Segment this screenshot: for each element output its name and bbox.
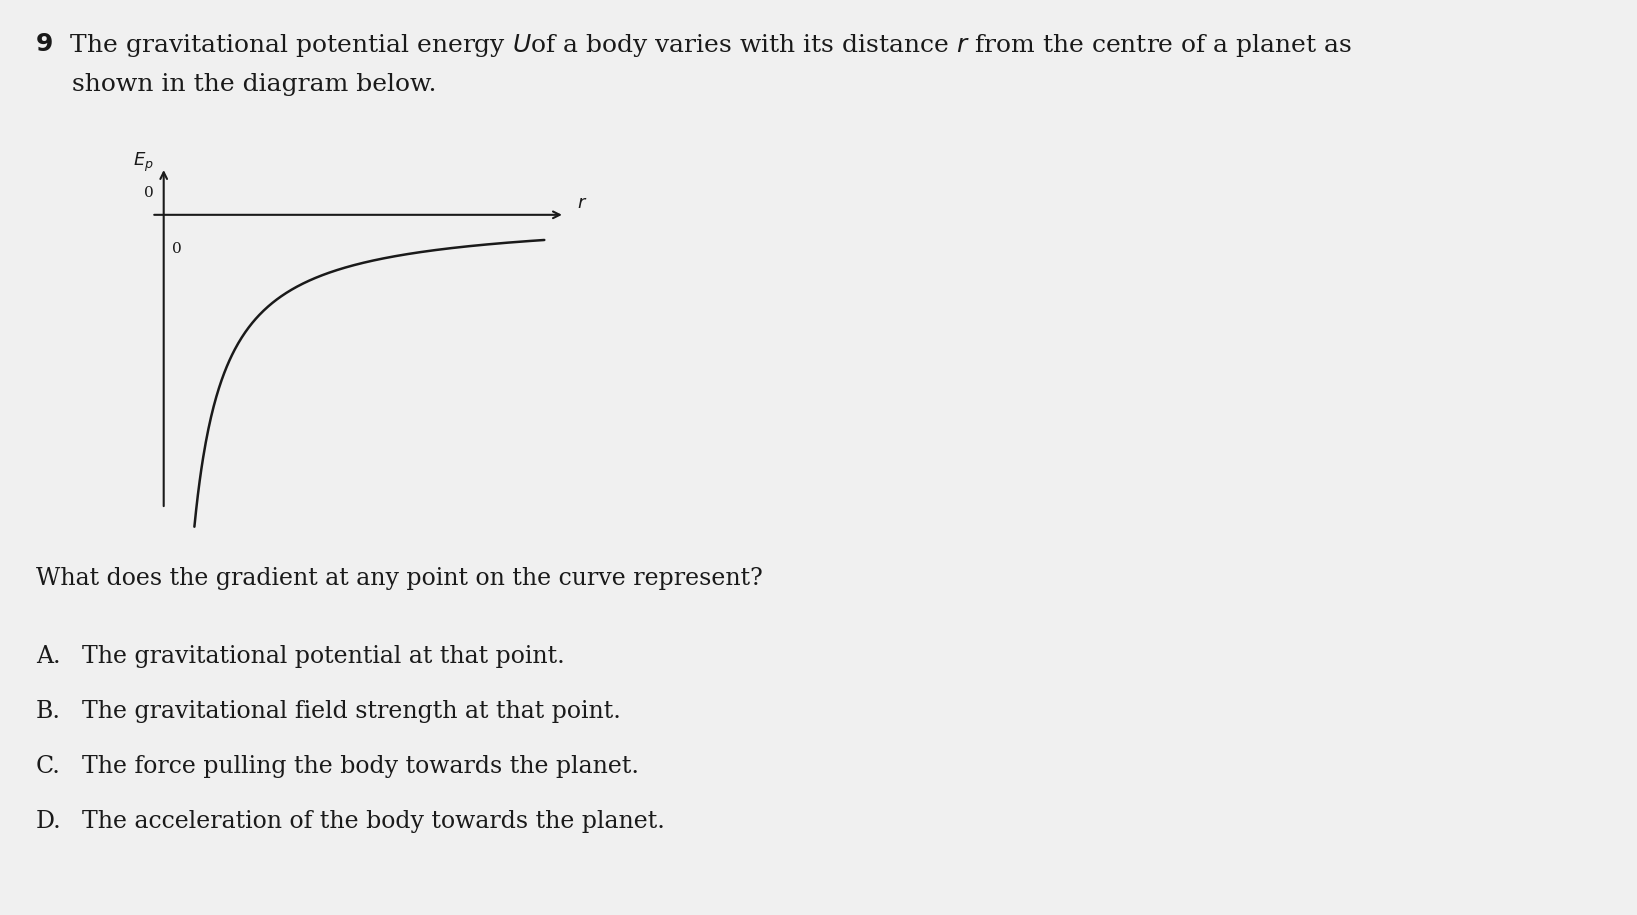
Text: 0: 0 [144, 186, 154, 199]
Text: The gravitational potential at that point.: The gravitational potential at that poin… [82, 645, 565, 668]
Text: A.: A. [36, 645, 61, 668]
Text: shown in the diagram below.: shown in the diagram below. [72, 73, 437, 96]
Text: $E_p$: $E_p$ [133, 151, 154, 174]
Text: The acceleration of the body towards the planet.: The acceleration of the body towards the… [82, 810, 665, 833]
Text: 9: 9 [36, 32, 54, 56]
Text: The gravitational potential energy $\it{U}$of a body varies with its distance $\: The gravitational potential energy $\it{… [62, 32, 1352, 59]
Text: The force pulling the body towards the planet.: The force pulling the body towards the p… [82, 755, 638, 778]
Text: B.: B. [36, 700, 61, 723]
Text: $r$: $r$ [576, 194, 588, 212]
Text: The gravitational field strength at that point.: The gravitational field strength at that… [82, 700, 620, 723]
Text: C.: C. [36, 755, 61, 778]
Text: 0: 0 [172, 242, 182, 255]
Text: What does the gradient at any point on the curve represent?: What does the gradient at any point on t… [36, 567, 763, 590]
Text: D.: D. [36, 810, 62, 833]
